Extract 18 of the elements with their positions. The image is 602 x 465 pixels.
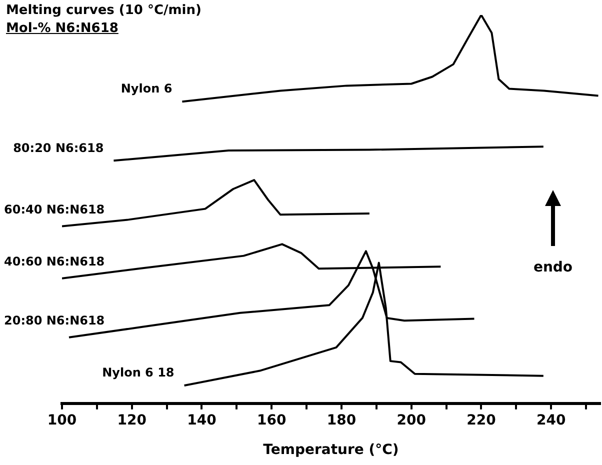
x-tick-label: 140 [187,412,217,428]
series-label: 60:40 N6:N618 [4,202,105,216]
text: Mol-% N6:N618 [6,20,118,37]
annotation: endo [533,260,573,276]
x-tick-label: 200 [396,412,426,428]
x-tick-label: 220 [466,412,496,428]
chart-title: Melting curves (10 °C/min) [6,2,202,19]
x-axis-title: Temperature (°C) [263,442,399,458]
x-tick-label: 120 [117,412,147,428]
x-tick-label: 180 [326,412,356,428]
series-label: Nylon 6 [120,82,172,96]
series-label: Nylon 6 18 [102,366,174,380]
series-label: 20:80 N6:N618 [4,313,105,328]
series-label: 40:60 N6:N618 [4,254,105,268]
series-label: 80:20 N6:618 [13,140,104,155]
x-tick-label: 240 [536,412,566,428]
x-tick-label: 100 [47,412,77,428]
x-tick-label: 160 [256,412,286,428]
